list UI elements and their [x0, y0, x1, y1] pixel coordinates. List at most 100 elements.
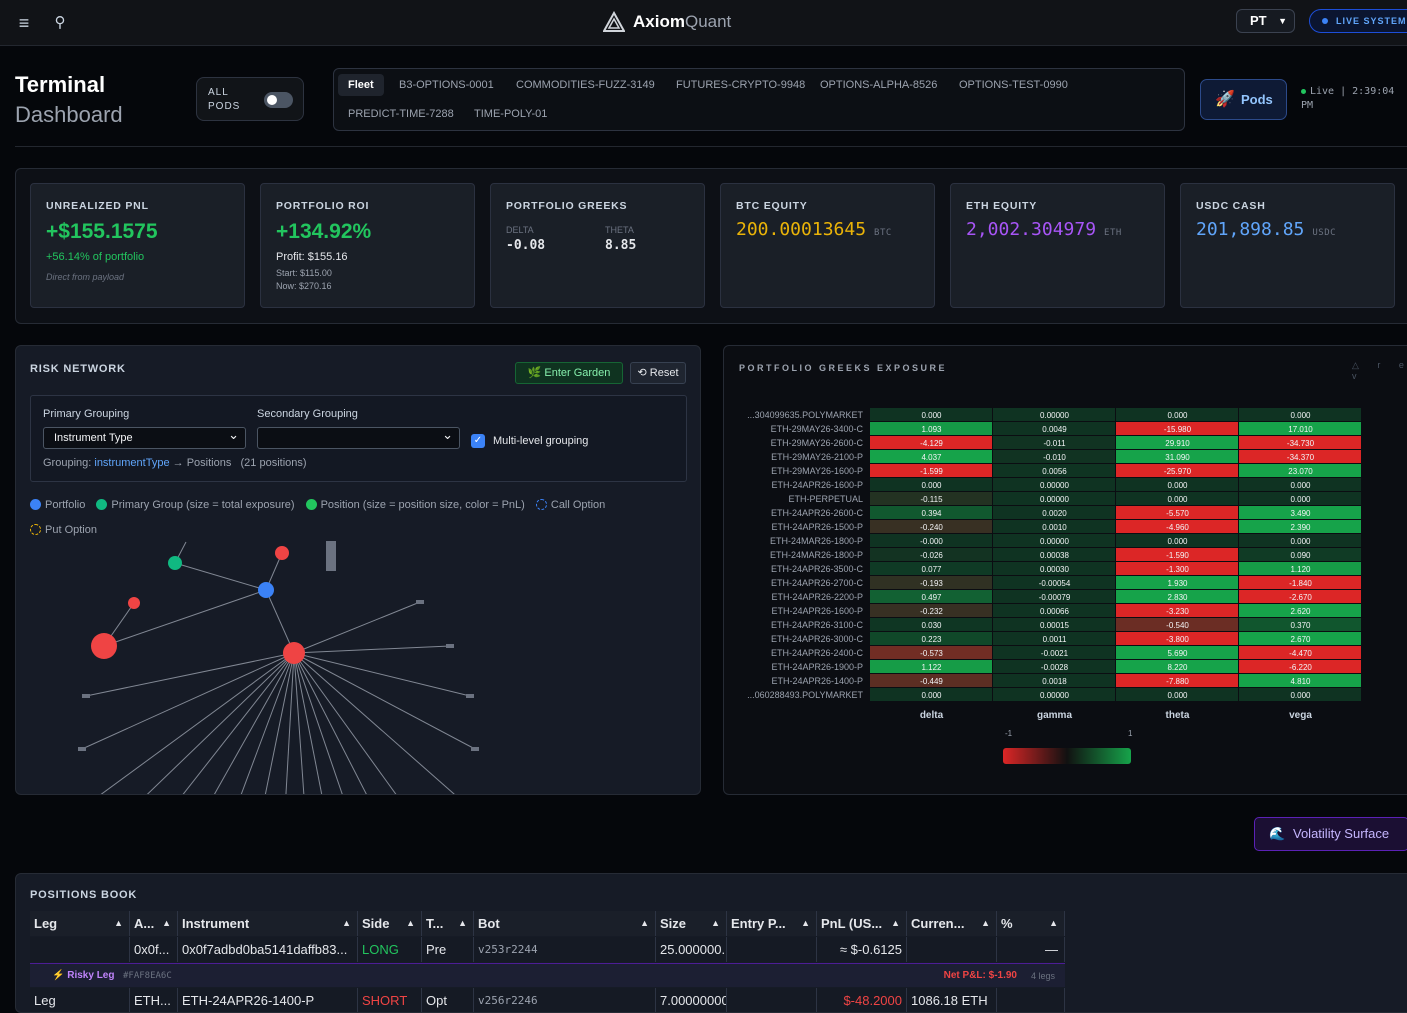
- heatmap-cell[interactable]: [1239, 464, 1361, 477]
- heatmap-cell[interactable]: [870, 422, 992, 435]
- column-header[interactable]: A...: [130, 911, 178, 936]
- heatmap-cell[interactable]: [993, 632, 1115, 645]
- greeks-heatmap[interactable]: ...304099635.POLYMARKET 0.000 0.00000 0.000…: [724, 346, 1407, 786]
- heatmap-cell[interactable]: [1116, 408, 1238, 421]
- enter-garden-button[interactable]: 🌿 Enter Garden: [515, 362, 623, 384]
- heatmap-cell[interactable]: [1116, 618, 1238, 631]
- column-header[interactable]: Entry P...: [727, 911, 817, 936]
- heatmap-cell[interactable]: [1239, 618, 1361, 631]
- reset-button[interactable]: ⟲ Reset: [630, 362, 686, 384]
- table-cell[interactable]: [997, 988, 1065, 1012]
- heatmap-cell[interactable]: [993, 478, 1115, 491]
- table-cell[interactable]: Pre: [422, 937, 474, 962]
- heatmap-cell[interactable]: [1116, 464, 1238, 477]
- heatmap-cell[interactable]: [1239, 604, 1361, 617]
- table-cell[interactable]: 25.000000...: [656, 937, 727, 962]
- heatmap-cell[interactable]: [870, 450, 992, 463]
- heatmap-cell[interactable]: [993, 660, 1115, 673]
- table-cell[interactable]: 1086.18 ETH: [907, 988, 997, 1012]
- heatmap-cell[interactable]: [870, 478, 992, 491]
- heatmap-cell[interactable]: [1116, 478, 1238, 491]
- heatmap-cell[interactable]: [993, 618, 1115, 631]
- table-cell[interactable]: v253r2244: [474, 937, 656, 962]
- group-node[interactable]: [91, 633, 117, 659]
- table-cell[interactable]: 0x0f...: [130, 937, 178, 962]
- heatmap-cell[interactable]: [1116, 548, 1238, 561]
- portfolio-node[interactable]: [258, 582, 274, 598]
- heatmap-cell[interactable]: [870, 506, 992, 519]
- heatmap-cell[interactable]: [870, 604, 992, 617]
- heatmap-cell[interactable]: [870, 520, 992, 533]
- heatmap-cell[interactable]: [993, 464, 1115, 477]
- heatmap-cell[interactable]: [1116, 562, 1238, 575]
- heatmap-cell[interactable]: [993, 562, 1115, 575]
- tab-fleet[interactable]: Fleet: [338, 74, 384, 96]
- pods-button[interactable]: 🚀 Pods: [1200, 79, 1287, 120]
- table-cell[interactable]: 0x0f7adbd0ba5141daffb83...: [178, 937, 358, 962]
- heatmap-cell[interactable]: [993, 548, 1115, 561]
- multilevel-checkbox[interactable]: ✓: [471, 434, 485, 448]
- table-cell[interactable]: $-48.2000: [817, 988, 907, 1012]
- column-header[interactable]: Curren...: [907, 911, 997, 936]
- column-header[interactable]: Instrument: [178, 911, 358, 936]
- heatmap-cell[interactable]: [993, 646, 1115, 659]
- group-node[interactable]: [168, 556, 182, 570]
- table-cell[interactable]: [907, 937, 997, 962]
- heatmap-cell[interactable]: [1116, 450, 1238, 463]
- heatmap-cell[interactable]: [1239, 506, 1361, 519]
- heatmap-cell[interactable]: [993, 450, 1115, 463]
- heatmap-cell[interactable]: [993, 436, 1115, 449]
- heatmap-cell[interactable]: [993, 520, 1115, 533]
- heatmap-cell[interactable]: [870, 436, 992, 449]
- heatmap-cell[interactable]: [1239, 520, 1361, 533]
- heatmap-cell[interactable]: [870, 646, 992, 659]
- menu-icon[interactable]: ≡: [18, 13, 30, 33]
- table-cell[interactable]: [727, 937, 817, 962]
- heatmap-cell[interactable]: [870, 674, 992, 687]
- heatmap-cell[interactable]: [1239, 548, 1361, 561]
- heatmap-cell[interactable]: [1239, 660, 1361, 673]
- heatmap-cell[interactable]: [870, 632, 992, 645]
- heatmap-cell[interactable]: [1116, 506, 1238, 519]
- heatmap-cell[interactable]: [1239, 562, 1361, 575]
- tab-futures-crypto[interactable]: FUTURES-CRYPTO-9948: [676, 79, 806, 91]
- heatmap-cell[interactable]: [1239, 646, 1361, 659]
- pin-icon[interactable]: ⚲: [54, 14, 66, 31]
- tab-b3-options[interactable]: B3-OPTIONS-0001: [399, 79, 494, 91]
- heatmap-cell[interactable]: [993, 492, 1115, 505]
- heatmap-cell[interactable]: [1239, 590, 1361, 603]
- all-pods-toggle[interactable]: [264, 92, 293, 108]
- heatmap-cell[interactable]: [1239, 688, 1361, 701]
- column-header[interactable]: Size: [656, 911, 727, 936]
- heatmap-cell[interactable]: [1116, 576, 1238, 589]
- heatmap-cell[interactable]: [870, 464, 992, 477]
- position-node[interactable]: [128, 597, 140, 609]
- heatmap-cell[interactable]: [1239, 576, 1361, 589]
- heatmap-cell[interactable]: [1239, 450, 1361, 463]
- heatmap-cell[interactable]: [870, 618, 992, 631]
- heatmap-cell[interactable]: [1116, 492, 1238, 505]
- heatmap-cell[interactable]: [1239, 422, 1361, 435]
- heatmap-cell[interactable]: [870, 492, 992, 505]
- heatmap-cell[interactable]: [1116, 436, 1238, 449]
- table-cell[interactable]: Opt: [422, 988, 474, 1012]
- heatmap-cell[interactable]: [870, 660, 992, 673]
- heatmap-cell[interactable]: [870, 688, 992, 701]
- table-cell[interactable]: —: [997, 937, 1065, 962]
- heatmap-cell[interactable]: [993, 604, 1115, 617]
- heatmap-cell[interactable]: [1116, 688, 1238, 701]
- table-cell[interactable]: [727, 988, 817, 1012]
- heatmap-cell[interactable]: [1116, 520, 1238, 533]
- tab-commodities[interactable]: COMMODITIES-FUZZ-3149: [516, 79, 655, 91]
- heatmap-cell[interactable]: [1116, 422, 1238, 435]
- column-header[interactable]: Leg: [30, 911, 130, 936]
- heatmap-cell[interactable]: [993, 688, 1115, 701]
- column-header[interactable]: Side: [358, 911, 422, 936]
- volatility-surface-button[interactable]: 🌊 Volatility Surface: [1254, 817, 1407, 851]
- tab-time-poly[interactable]: TIME-POLY-01: [474, 108, 548, 120]
- column-header[interactable]: %: [997, 911, 1065, 936]
- column-header[interactable]: PnL (US...: [817, 911, 907, 936]
- heatmap-cell[interactable]: [1116, 660, 1238, 673]
- secondary-grouping-select[interactable]: [257, 425, 460, 449]
- heatmap-cell[interactable]: [1239, 492, 1361, 505]
